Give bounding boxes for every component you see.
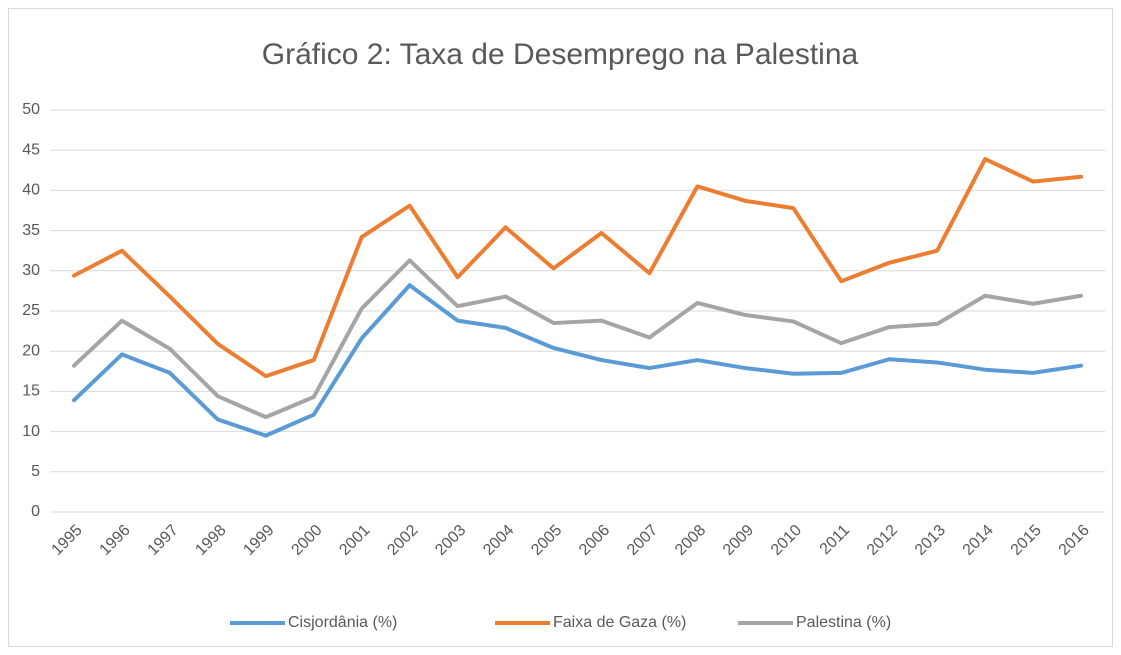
- y-tick-label: 40: [22, 182, 40, 199]
- y-tick-label: 0: [31, 503, 40, 520]
- line-series: [71, 157, 1084, 379]
- chart-border: [8, 8, 1113, 647]
- legend-label: Cisjordânia (%): [288, 614, 397, 631]
- y-tick-label: 25: [22, 302, 40, 319]
- legend-label: Faixa de Gaza (%): [553, 614, 686, 631]
- y-tick-label: 50: [22, 101, 40, 118]
- y-tick-label: 45: [22, 141, 40, 158]
- y-tick-label: 35: [22, 222, 40, 239]
- y-tick-label: 20: [22, 342, 40, 359]
- line-series: [71, 283, 1084, 438]
- chart-title: Gráfico 2: Taxa de Desemprego na Palesti…: [262, 38, 859, 71]
- y-tick-label: 30: [22, 262, 40, 279]
- legend-label: Palestina (%): [796, 614, 891, 631]
- line-series: [71, 258, 1084, 420]
- y-tick-label: 5: [31, 463, 40, 480]
- y-tick-label: 15: [22, 383, 40, 400]
- y-tick-label: 10: [22, 423, 40, 440]
